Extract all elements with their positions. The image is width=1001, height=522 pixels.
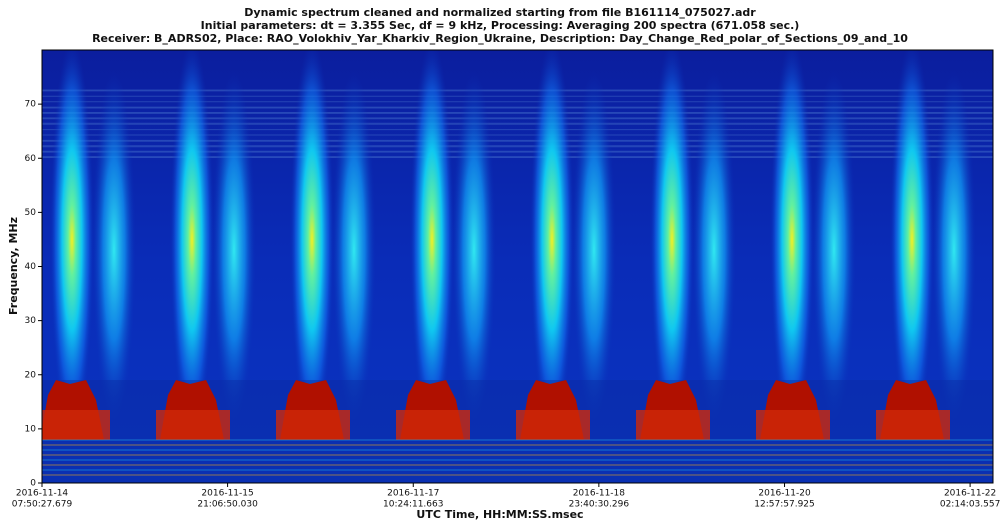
y-tick-label: 70	[25, 100, 37, 110]
x-tick-label: 2016-11-15	[201, 489, 253, 499]
interference-band	[756, 410, 830, 440]
x-tick-label: 2016-11-20	[758, 489, 811, 499]
x-tick-label: 2016-11-18	[573, 489, 626, 499]
interference-band	[876, 410, 950, 440]
interference-band	[636, 410, 710, 440]
x-tick-label: 2016-11-14	[16, 489, 69, 499]
y-tick-label: 50	[25, 208, 37, 218]
y-tick-label: 60	[25, 154, 37, 164]
y-axis-label: Frequency, MHz	[7, 217, 20, 315]
x-tick-label: 12:57:57.925	[754, 500, 814, 510]
emission-streak	[332, 70, 376, 430]
y-tick-label: 0	[30, 479, 36, 489]
interference-band	[276, 410, 350, 440]
chart-subtitle: Initial parameters: dt = 3.355 Sec, df =…	[201, 19, 800, 32]
y-tick-label: 20	[25, 370, 37, 380]
interference-band	[996, 410, 1001, 440]
x-tick-label: 2016-11-22	[944, 489, 996, 499]
y-tick-label: 30	[25, 316, 37, 326]
emission-streak	[572, 70, 616, 430]
y-tick-label: 10	[25, 424, 37, 434]
x-tick-label: 2016-11-17	[387, 489, 439, 499]
emission-streak	[452, 70, 496, 430]
interference-band	[36, 410, 110, 440]
x-tick-label: 21:06:50.030	[197, 500, 258, 510]
chart-description: Receiver: B_ADRS02, Place: RAO_Volokhiv_…	[92, 32, 908, 45]
emission-streak	[92, 70, 136, 430]
interference-band	[516, 410, 590, 440]
x-tick-label: 07:50:27.679	[12, 500, 73, 510]
x-axis-label: UTC Time, HH:MM:SS.msec	[416, 508, 583, 521]
y-tick-label: 40	[25, 262, 37, 272]
emission-streak	[212, 70, 256, 430]
chart-title: Dynamic spectrum cleaned and normalized …	[244, 6, 756, 19]
emission-streak	[932, 70, 976, 430]
x-tick-label: 02:14:03.557	[940, 500, 1000, 510]
interference-band	[396, 410, 470, 440]
emission-streak	[812, 70, 856, 430]
spectrogram-image	[36, 40, 1001, 483]
emission-streak	[692, 70, 736, 430]
chart: Dynamic spectrum cleaned and normalized …	[0, 0, 1001, 522]
x-tick-label: 23:40:30.296	[569, 500, 630, 510]
x-tick-label: 10:24:11.663	[383, 500, 443, 510]
interference-band	[156, 410, 230, 440]
